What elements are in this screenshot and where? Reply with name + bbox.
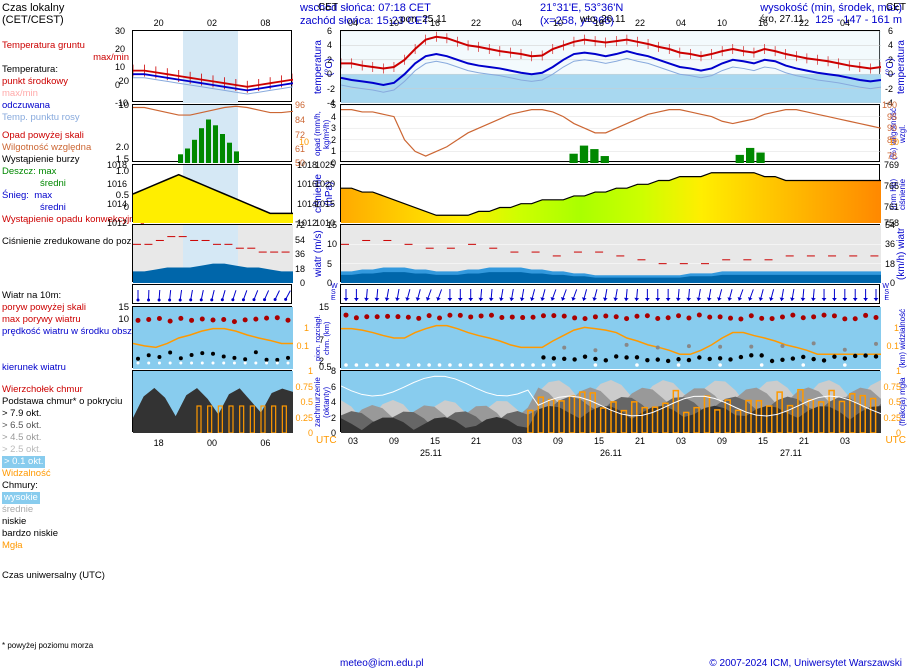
- mini-winddir: [132, 284, 292, 304]
- chart-clouds: pion. rozciągł. chm. (km) (km) widzialno…: [340, 306, 880, 368]
- chart-precip: opad (mm/h, kg/m²/h) (%) wilgotność wzgl…: [340, 104, 880, 162]
- cet-left: CET: [318, 2, 338, 13]
- utc-right: UTC: [885, 435, 906, 446]
- ylabel-wind-r: (km/h) wiatr: [896, 225, 907, 283]
- chart-winddir: WSEWSE: [340, 284, 880, 304]
- mini-charts: 200208 -100102030 5061728496 10121014101…: [132, 30, 292, 434]
- legend-wind: Wiatr na 10m: poryw powyżej skali15 max …: [2, 290, 129, 338]
- utc-left: UTC: [316, 435, 337, 446]
- mini-clouds: 0.1110100: [132, 306, 292, 368]
- mini-hours-top: 200208: [132, 18, 292, 28]
- dates-bot: 25.11 26.11 27.11: [340, 448, 880, 458]
- footnote: * powyżej poziomu morza: [2, 640, 129, 652]
- chart-cover: zachmurzenie (oktanty) (frakcja) mgła 02…: [340, 370, 880, 432]
- legend-winddir: kierunek wiatru: [2, 362, 129, 374]
- ylabel-wind-l: wiatr (m/s): [313, 225, 324, 283]
- legend-pressure: Ciśnienie zredukowane do poziomu morza: [2, 236, 129, 248]
- hours-bot: 03091521030915210309152103: [340, 436, 880, 446]
- mini-hours-bot: 180006: [132, 438, 292, 448]
- chart-temperature: temperatura (°C) (°C) temperatura -4-202…: [340, 30, 880, 102]
- coords: 21°31'E, 53°36'N: [540, 2, 623, 14]
- ylabel-cov-l: zachmurzenie (oktanty): [313, 371, 331, 433]
- tz-label: Czas lokalny(CET/CEST): [2, 2, 64, 26]
- mini-precip: 5061728496: [132, 104, 292, 162]
- chart-pressure: ciśnienie (hPa) (mm Hg) ciśnienie 101010…: [340, 164, 880, 222]
- mini-press: 10121014101610181012101410161018: [132, 164, 292, 222]
- hours-top: 04101622041016220410162204: [340, 18, 880, 28]
- utc-label: Czas uniwersalny (UTC): [2, 570, 129, 582]
- big-charts: CET CET pon, 25.11 wto, 26.11 śro, 27.11…: [340, 30, 880, 434]
- chart-wind: wiatr (m/s) (km/h) wiatr 0510150183654: [340, 224, 880, 282]
- ylabel-clouds-r: (km) widzialność: [898, 307, 907, 369]
- mini-wind: 018365472: [132, 224, 292, 282]
- mini-cover: 00.250.50.751: [132, 370, 292, 432]
- legend-temperature: Temperatura gruntu max/min Temperatura: …: [2, 40, 129, 124]
- cet-right: CET: [886, 2, 906, 13]
- legend-clouds: Wierzchołek chmur Podstawa chmur* o pokr…: [2, 384, 129, 480]
- ylabel-press-r: (mm Hg) ciśnienie: [889, 165, 907, 223]
- legend-precip: Opad powyżej skali Wilgotność względna2.…: [2, 130, 129, 226]
- mini-temp: -100102030: [132, 30, 292, 102]
- legend-cloudcov: Chmury: wysokie średnie niskie bardzo ni…: [2, 480, 129, 552]
- ylabel-press-l: ciśnienie (hPa): [313, 165, 335, 223]
- ylabel-precip-l: opad (mm/h, kg/m²/h): [313, 105, 331, 163]
